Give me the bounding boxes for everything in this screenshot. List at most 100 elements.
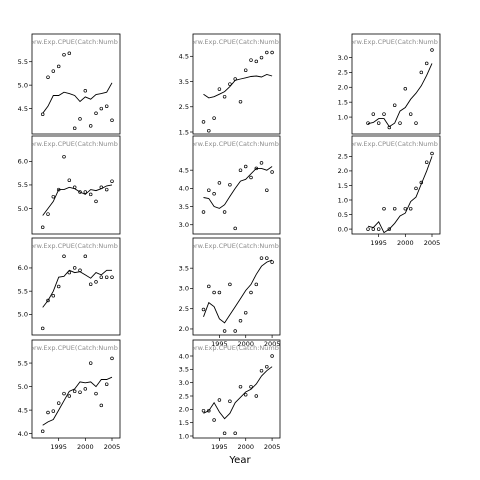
panel-r2c1: orw.Exp.CPUE(Catch:Numb 5.0 5.5 6.0 [18,135,121,235]
data-point [254,394,259,398]
trend-line [42,82,113,114]
y-tick-label: 4.5 [18,406,28,414]
data-point [83,190,88,194]
x-tick-label: 1995 [50,443,67,451]
y-tick-label: 2.5 [338,153,348,161]
data-point [72,389,77,394]
data-point [222,329,227,333]
y-tick-label: 1.5 [338,182,348,190]
data-point [104,104,109,108]
data-point [94,199,98,204]
data-point [72,185,77,190]
data-point [78,390,82,394]
data-point [387,125,392,130]
panel-frame [31,339,121,439]
data-point [62,52,66,57]
data-point [259,55,264,60]
data-point [238,384,243,389]
data-point [72,126,77,131]
data-point [212,116,216,120]
data-point [270,260,274,264]
data-point [228,282,232,287]
trend-line [203,366,273,420]
panel-r2c3: orw.Exp.CPUE(Catch:Numb 0.0 0.5 1.0 1.5 2.0 2.… [338,135,441,247]
data-point [424,61,429,66]
x-tick-label: 2005 [424,239,441,247]
y-tick-label: 6.0 [18,158,28,166]
panel-frame [351,135,441,235]
data-point [40,225,45,230]
data-point [67,178,72,182]
data-point [88,361,93,365]
data-point [217,290,222,295]
data-point [207,128,211,133]
y-tick-label: 2.5 [179,305,189,313]
data-point [382,206,386,211]
panel-r2c2: orw.Exp.CPUE(Catch:Numb 3.0 3.5 4.0 4.5 [179,135,281,235]
data-point [228,82,232,86]
data-point [99,275,104,279]
data-point [110,275,114,279]
data-point [414,186,418,191]
data-point [249,290,253,295]
y-tick-label: 4.0 [179,352,189,360]
data-point [217,398,222,402]
data-point [201,307,206,312]
data-point [78,268,82,273]
x-tick-label: 2005 [104,443,121,451]
panel-frame [192,339,281,439]
data-point [228,182,232,187]
y-tick-label: 1.5 [179,419,189,427]
data-point [270,170,274,174]
y-tick-label: 4.5 [179,53,189,61]
data-point [40,326,45,331]
data-point [94,391,98,396]
x-tick-label: 2005 [264,443,281,451]
strip-label: orw.Exp.CPUE(Catch:Numb [30,344,118,352]
data-point [83,254,88,259]
data-point [207,188,211,192]
strip-label: orw.Exp.CPUE(Catch:Numb [191,242,279,250]
trend-line [203,74,273,99]
data-point [62,254,66,259]
panel-r1c3: orw.Exp.CPUE(Catch:Numb 1.0 1.5 2.0 2.5 3.0 [338,33,441,135]
data-point [430,48,434,52]
y-tick-label: 0.0 [338,225,348,233]
y-tick-label: 2.5 [338,69,348,77]
data-point [270,50,274,55]
y-tick-label: 5.0 [18,205,28,213]
data-point [72,266,77,270]
data-point [243,310,248,315]
x-tick-label: 2005 [264,340,281,348]
panel-r3c1: orw.Exp.CPUE(Catch:Numb 5.0 5.5 6.0 [18,237,121,336]
panel-frame [192,237,281,336]
strip-label: orw.Exp.CPUE(Catch:Numb [191,38,279,46]
data-point [424,160,429,164]
y-tick-label: 0.5 [338,211,348,219]
data-point [78,190,82,194]
y-tick-label: 4.0 [18,430,28,438]
data-point [51,194,56,199]
data-point [83,387,88,391]
strip-label: orw.Exp.CPUE(Catch:Numb [30,38,118,46]
strip-label: orw.Exp.CPUE(Catch:Numb [350,38,438,46]
y-tick-label: 1.5 [179,128,189,136]
data-point [243,392,248,397]
data-point [270,354,274,358]
data-point [259,368,264,373]
data-point [249,58,253,62]
data-point [78,117,82,121]
trend-line [42,376,113,426]
data-point [249,175,253,180]
data-point [414,121,418,125]
strip-label: orw.Exp.CPUE(Catch:Numb [30,140,118,148]
data-point [46,75,50,79]
y-tick-label: 2.0 [338,167,348,175]
y-tick-label: 2.5 [179,103,189,111]
data-point [222,431,227,436]
x-tick-label: 2000 [77,443,94,451]
data-point [110,179,114,183]
data-point [403,206,408,211]
data-point [56,284,61,289]
y-tick-label: 5.5 [18,287,28,295]
